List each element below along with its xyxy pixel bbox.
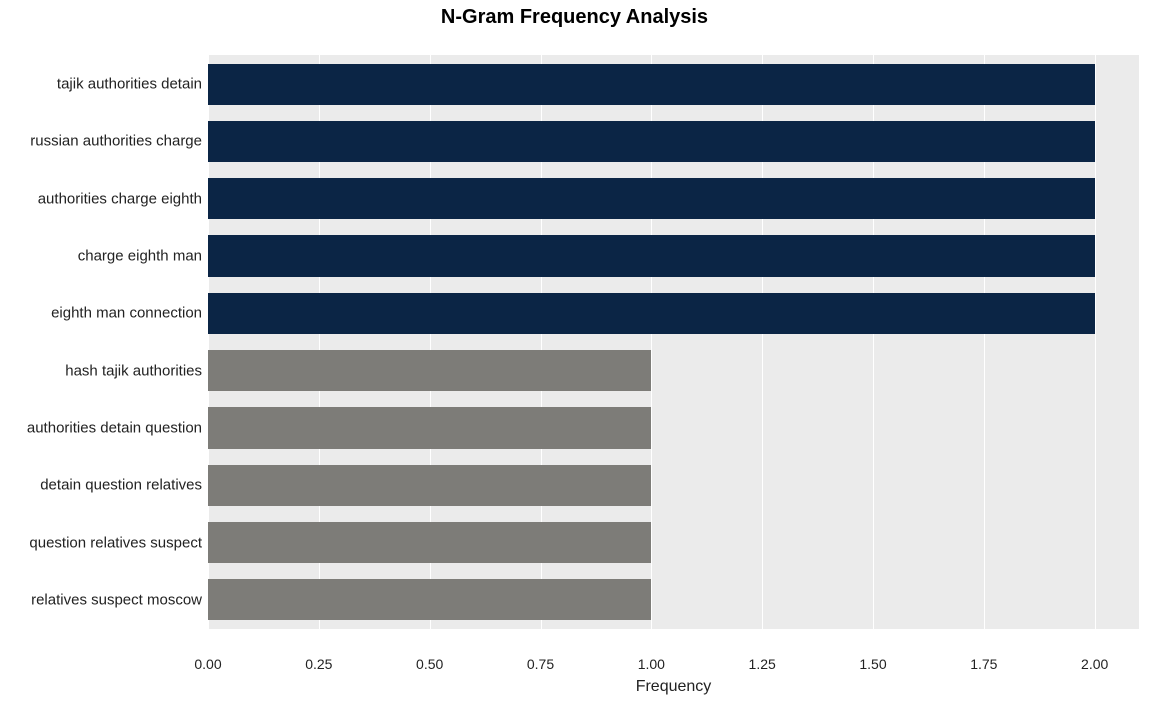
- plot-area: Frequency tajik authorities detainrussia…: [208, 34, 1139, 650]
- bar: [208, 121, 1095, 162]
- x-tick-label: 1.75: [970, 656, 997, 672]
- y-tick-label: relatives suspect moscow: [31, 591, 202, 608]
- y-tick-label: eighth man connection: [51, 305, 202, 322]
- y-tick-label: hash tajik authorities: [65, 362, 202, 379]
- bar: [208, 350, 651, 391]
- bar: [208, 522, 651, 563]
- x-tick-label: 0.25: [305, 656, 332, 672]
- x-tick-label: 2.00: [1081, 656, 1108, 672]
- x-tick-label: 0.75: [527, 656, 554, 672]
- gridline: [1095, 34, 1096, 650]
- x-axis-title: Frequency: [636, 678, 712, 696]
- bar: [208, 407, 651, 448]
- ngram-frequency-chart: N-Gram Frequency Analysis Frequency taji…: [0, 0, 1149, 701]
- y-tick-label: authorities detain question: [27, 419, 202, 436]
- y-tick-label: russian authorities charge: [30, 133, 202, 150]
- x-tick-label: 1.25: [749, 656, 776, 672]
- x-tick-label: 0.00: [194, 656, 221, 672]
- y-tick-label: authorities charge eighth: [38, 190, 202, 207]
- y-tick-label: tajik authorities detain: [57, 76, 202, 93]
- bar: [208, 178, 1095, 219]
- bar: [208, 465, 651, 506]
- bar: [208, 235, 1095, 276]
- x-tick-label: 0.50: [416, 656, 443, 672]
- bar: [208, 579, 651, 620]
- chart-title: N-Gram Frequency Analysis: [0, 6, 1149, 29]
- y-tick-label: question relatives suspect: [29, 534, 202, 551]
- x-tick-label: 1.50: [859, 656, 886, 672]
- x-tick-label: 1.00: [638, 656, 665, 672]
- y-tick-label: charge eighth man: [78, 248, 202, 265]
- bar: [208, 64, 1095, 105]
- y-tick-label: detain question relatives: [40, 477, 202, 494]
- bar: [208, 293, 1095, 334]
